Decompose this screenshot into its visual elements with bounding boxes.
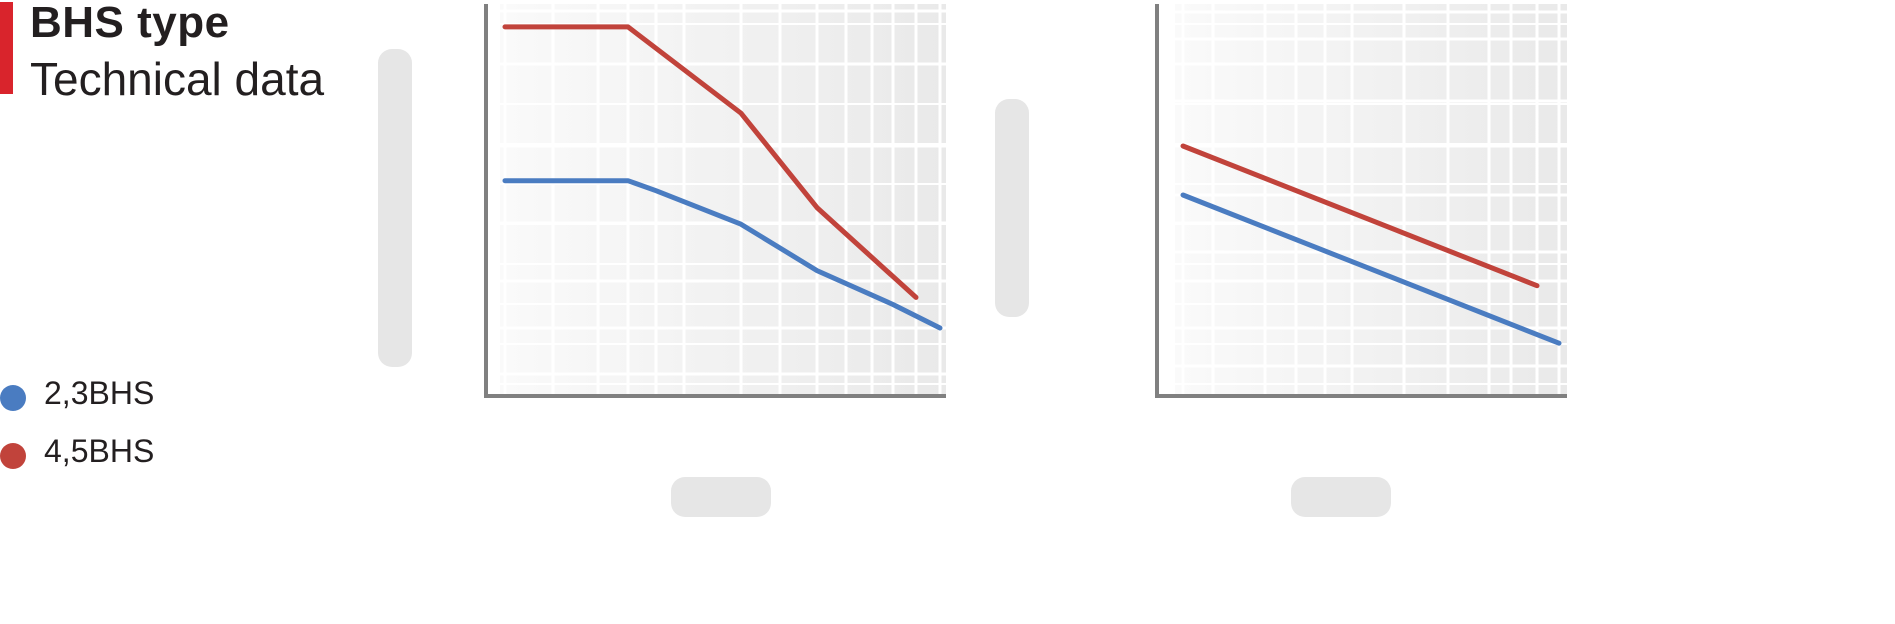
x-axis-label-pill — [1291, 477, 1391, 517]
grid — [486, 4, 946, 396]
series-line-4-5bhs — [1180, 143, 1540, 289]
y-axis-label-pill — [378, 49, 412, 367]
legend-dot-icon — [0, 443, 26, 469]
series-line-2-3bhs — [1180, 192, 1562, 346]
page-subtitle: Technical data — [30, 53, 325, 105]
series-line-4-5bhs — [502, 24, 919, 300]
accent-bar — [0, 2, 13, 94]
y-axis-label-pill — [995, 99, 1029, 317]
legend-label: 4,5BHS — [44, 433, 155, 469]
x-axis-label-pill — [671, 477, 771, 517]
series-line-2-3bhs — [502, 178, 943, 331]
grid — [1157, 4, 1567, 396]
page-title: BHS type — [30, 0, 230, 47]
plot-background — [1175, 4, 1567, 396]
legend-label: 2,3BHS — [44, 375, 155, 411]
legend-dot-icon — [0, 385, 26, 411]
